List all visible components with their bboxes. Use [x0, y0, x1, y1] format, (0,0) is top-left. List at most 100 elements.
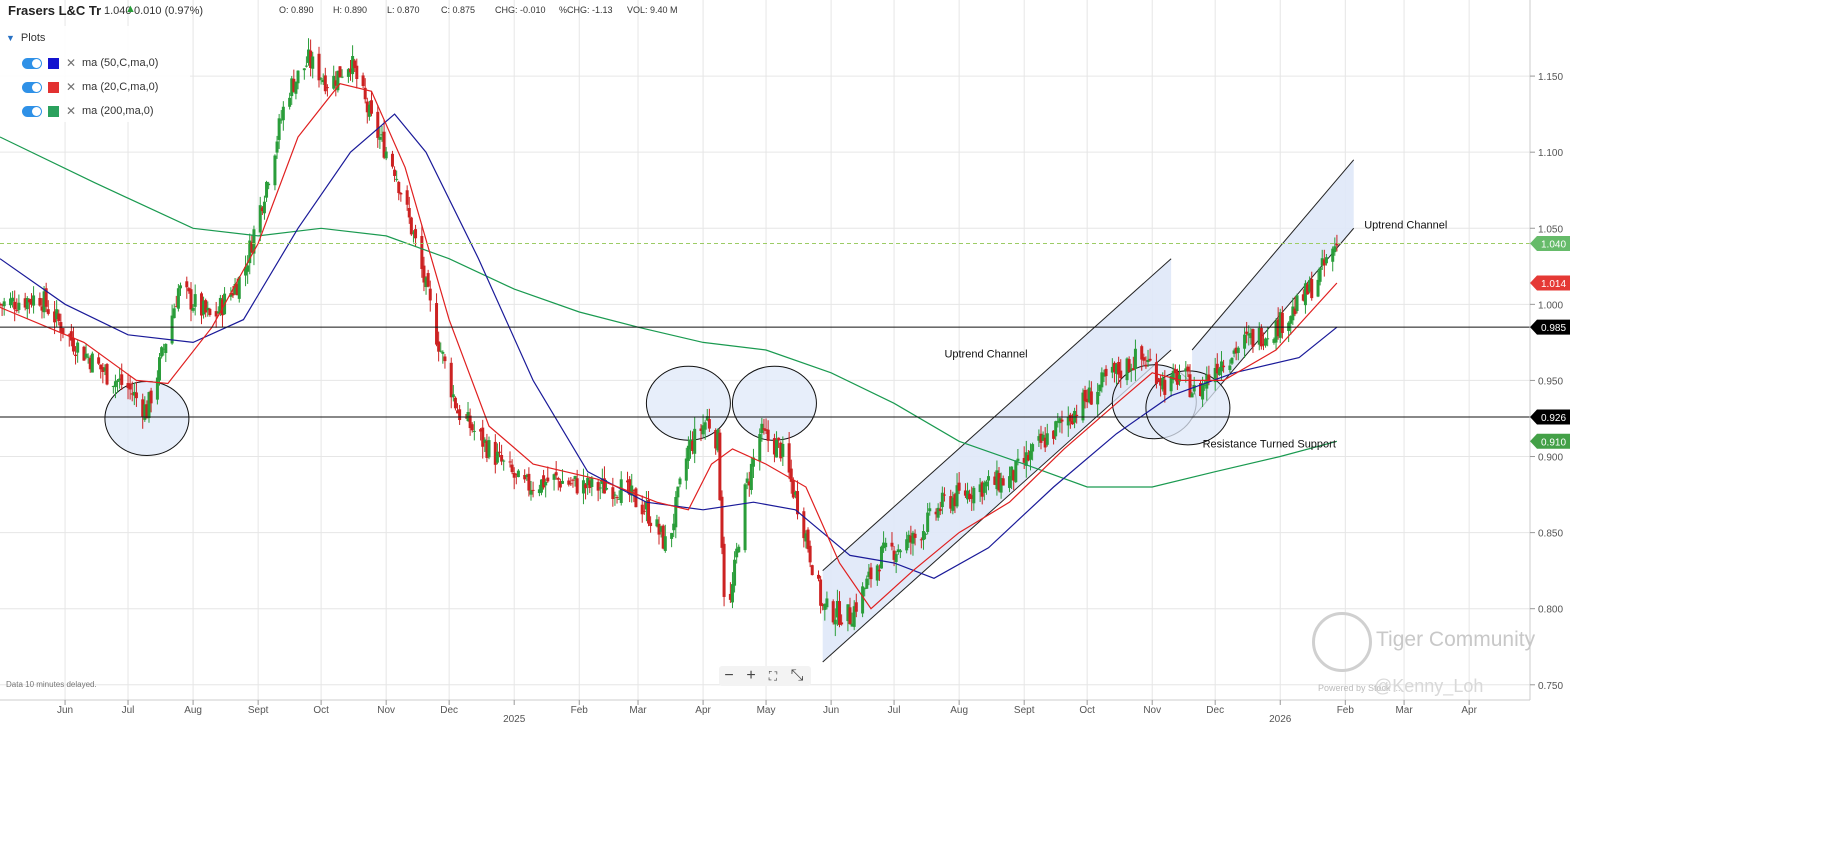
candle-body	[735, 548, 739, 558]
fit-screen-icon[interactable]: ⛶	[768, 669, 778, 683]
candle-body	[485, 440, 489, 458]
expand-icon[interactable]: ⤡	[790, 667, 804, 684]
candle-body	[1205, 374, 1209, 389]
candle-body	[1308, 279, 1312, 292]
candle-body	[189, 289, 193, 310]
up-arrow-icon: ▲	[125, 3, 136, 15]
candle-body	[487, 440, 491, 458]
candle-body	[728, 593, 732, 600]
zoom-in-button[interactable]: +	[746, 667, 756, 684]
x-axis-label: Sept	[1014, 705, 1035, 716]
candle-body	[250, 242, 254, 253]
candle-body	[686, 445, 690, 461]
candle-body	[806, 529, 810, 550]
candle-body	[684, 458, 688, 481]
candle-body	[793, 492, 797, 495]
price-tag-label: 0.985	[1541, 323, 1566, 334]
candle-body	[294, 81, 298, 94]
candle-body	[1192, 384, 1196, 392]
candle-body	[113, 381, 117, 388]
candle-body	[884, 542, 888, 548]
candle-body	[409, 217, 413, 235]
candle-body	[980, 482, 984, 497]
color-swatch[interactable]	[48, 82, 59, 93]
delayed-notice: Data 10 minutes delayed.	[6, 680, 97, 689]
candle-body	[414, 229, 418, 239]
candle-body	[810, 565, 814, 576]
plot-label: ma (200,ma,0)	[82, 105, 154, 117]
candle-body	[281, 106, 285, 121]
candle-body	[539, 479, 543, 493]
candle-body	[823, 604, 827, 610]
toggle-switch[interactable]	[22, 106, 42, 117]
candle-body	[1306, 284, 1310, 295]
candle-body	[319, 78, 323, 80]
candle-body	[1031, 444, 1035, 452]
candle-body	[875, 565, 879, 581]
candle-body	[1010, 466, 1014, 481]
x-axis-label: Jun	[57, 705, 73, 716]
y-axis-label: 1.000	[1538, 300, 1563, 311]
candle-body	[216, 311, 220, 314]
candle-body	[307, 49, 311, 63]
x-axis-label: Nov	[377, 705, 395, 716]
candle-body	[296, 70, 300, 84]
candle-body	[1146, 359, 1150, 362]
candle-body	[369, 100, 373, 114]
candle-body	[258, 205, 262, 233]
candle-body	[204, 300, 208, 313]
candle-body	[435, 303, 439, 345]
candle-body	[978, 484, 982, 493]
candle-body	[1261, 343, 1265, 346]
candle-body	[231, 292, 235, 296]
price-tag: 0.910	[1530, 433, 1570, 449]
candle-body	[722, 543, 726, 597]
remove-icon[interactable]: ✕	[66, 56, 77, 70]
candle-body	[23, 298, 27, 308]
candle-body	[644, 502, 648, 510]
zoom-out-button[interactable]: −	[724, 667, 734, 684]
candle-body	[758, 434, 762, 462]
candle-body	[940, 492, 944, 508]
candle-body	[705, 416, 709, 421]
candle-body	[890, 542, 894, 547]
candle-body	[174, 306, 178, 308]
remove-icon[interactable]: ✕	[66, 104, 77, 118]
candle-body	[17, 302, 21, 310]
toggle-switch[interactable]	[22, 58, 42, 69]
color-swatch[interactable]	[48, 58, 59, 69]
candle-body	[1219, 361, 1223, 372]
candle-body	[1280, 312, 1284, 333]
candle-body	[984, 481, 988, 487]
price-tag: 0.926	[1530, 409, 1570, 425]
candle-body	[451, 394, 455, 398]
candle-body	[162, 348, 166, 350]
candle-body	[672, 523, 676, 531]
candle-body	[160, 347, 164, 357]
price-tag-bg	[1530, 235, 1570, 251]
plots-header[interactable]: ▼ Plots	[6, 32, 45, 44]
chart-header: Frasers L&C Tr 1.040 ▲ 0.010 (0.97%) O: …	[0, 0, 1800, 20]
candle-body	[957, 482, 961, 491]
candle-body	[642, 510, 646, 512]
candle-body	[1175, 371, 1179, 385]
candle-body	[791, 480, 795, 498]
candle-body	[760, 423, 764, 434]
candle-body	[777, 437, 781, 441]
candle-body	[288, 97, 292, 107]
toggle-switch[interactable]	[22, 82, 42, 93]
ohlc-close: C: 0.875	[441, 5, 476, 15]
candle-body	[789, 468, 793, 482]
candle-body	[575, 478, 579, 494]
candle-body	[69, 331, 73, 341]
candle-body	[909, 535, 913, 543]
remove-icon[interactable]: ✕	[66, 80, 77, 94]
color-swatch[interactable]	[48, 106, 59, 117]
candle-body	[101, 367, 105, 372]
candle-body	[619, 479, 623, 503]
candle-body	[340, 76, 344, 78]
caret-down-icon[interactable]: ▼	[6, 33, 15, 43]
candle-body	[1112, 362, 1116, 372]
candle-body	[97, 357, 101, 364]
